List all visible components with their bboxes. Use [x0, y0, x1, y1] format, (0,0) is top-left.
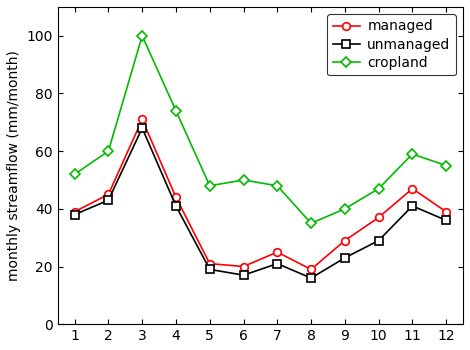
Y-axis label: monthly streamflow (mm/month): monthly streamflow (mm/month): [7, 50, 21, 281]
unmanaged: [443, 218, 449, 223]
unmanaged: [274, 261, 280, 266]
managed: [308, 267, 314, 272]
managed: [376, 215, 382, 219]
unmanaged: [376, 238, 382, 243]
unmanaged: [173, 204, 179, 208]
managed: [443, 210, 449, 214]
Line: unmanaged: unmanaged: [71, 124, 450, 282]
Line: managed: managed: [71, 116, 450, 273]
cropland: [376, 187, 382, 191]
cropland: [140, 34, 145, 38]
managed: [207, 261, 212, 266]
unmanaged: [308, 276, 314, 280]
unmanaged: [72, 212, 78, 217]
cropland: [173, 108, 179, 113]
unmanaged: [409, 204, 415, 208]
cropland: [241, 178, 246, 182]
cropland: [342, 207, 348, 211]
cropland: [409, 152, 415, 156]
managed: [241, 264, 246, 268]
Legend: managed, unmanaged, cropland: managed, unmanaged, cropland: [327, 14, 456, 75]
managed: [140, 117, 145, 121]
managed: [106, 192, 111, 196]
cropland: [72, 172, 78, 176]
managed: [274, 250, 280, 254]
cropland: [443, 163, 449, 168]
managed: [72, 210, 78, 214]
unmanaged: [342, 256, 348, 260]
unmanaged: [140, 126, 145, 130]
unmanaged: [241, 273, 246, 277]
managed: [173, 195, 179, 199]
cropland: [106, 149, 111, 153]
cropland: [308, 221, 314, 225]
unmanaged: [207, 267, 212, 272]
cropland: [274, 184, 280, 188]
managed: [409, 187, 415, 191]
cropland: [207, 184, 212, 188]
managed: [342, 238, 348, 243]
unmanaged: [106, 198, 111, 202]
Line: cropland: cropland: [71, 32, 450, 227]
